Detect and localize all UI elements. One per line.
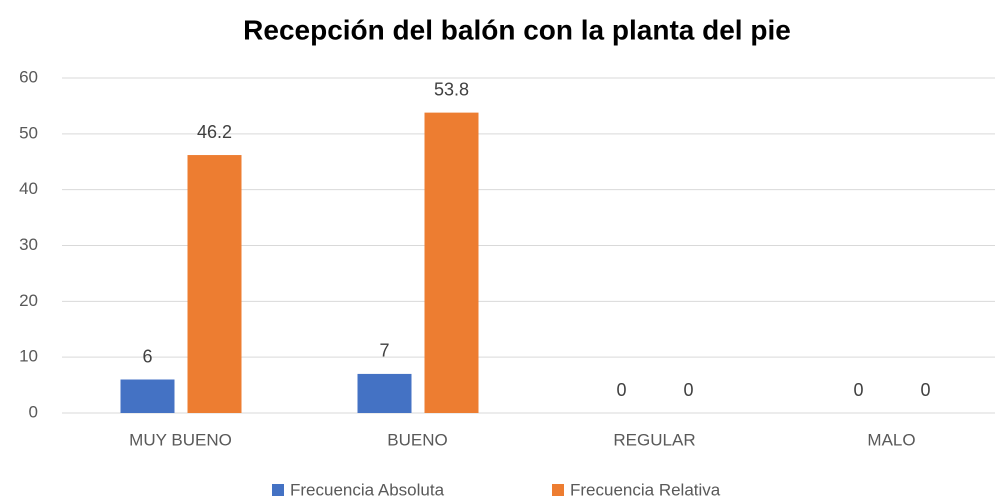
data-label: 0 — [683, 380, 693, 400]
y-tick-label: 60 — [19, 67, 38, 86]
chart-title: Recepción del balón con la planta del pi… — [243, 14, 791, 45]
data-label: 0 — [853, 380, 863, 400]
x-tick-label: REGULAR — [613, 430, 695, 449]
data-label: 53.8 — [434, 79, 469, 99]
data-label: 6 — [142, 346, 152, 366]
legend-label: Frecuencia Absoluta — [290, 480, 445, 499]
y-tick-label: 40 — [19, 179, 38, 198]
data-label: 7 — [379, 341, 389, 361]
legend-label: Frecuencia Relativa — [570, 480, 721, 499]
x-tick-label: MALO — [867, 430, 915, 449]
y-tick-label: 50 — [19, 123, 38, 142]
data-label: 46.2 — [197, 122, 232, 142]
legend-swatch — [272, 484, 284, 496]
y-tick-label: 0 — [29, 402, 38, 421]
bar — [187, 155, 242, 414]
bar — [357, 373, 412, 413]
legend-swatch — [552, 484, 564, 496]
x-tick-label: BUENO — [387, 430, 447, 449]
y-tick-label: 30 — [19, 235, 38, 254]
y-tick-label: 10 — [19, 347, 38, 366]
y-tick-label: 20 — [19, 291, 38, 310]
data-label: 0 — [616, 380, 626, 400]
bar — [424, 112, 479, 413]
bar — [120, 379, 175, 413]
x-tick-label: MUY BUENO — [129, 430, 232, 449]
data-label: 0 — [920, 380, 930, 400]
